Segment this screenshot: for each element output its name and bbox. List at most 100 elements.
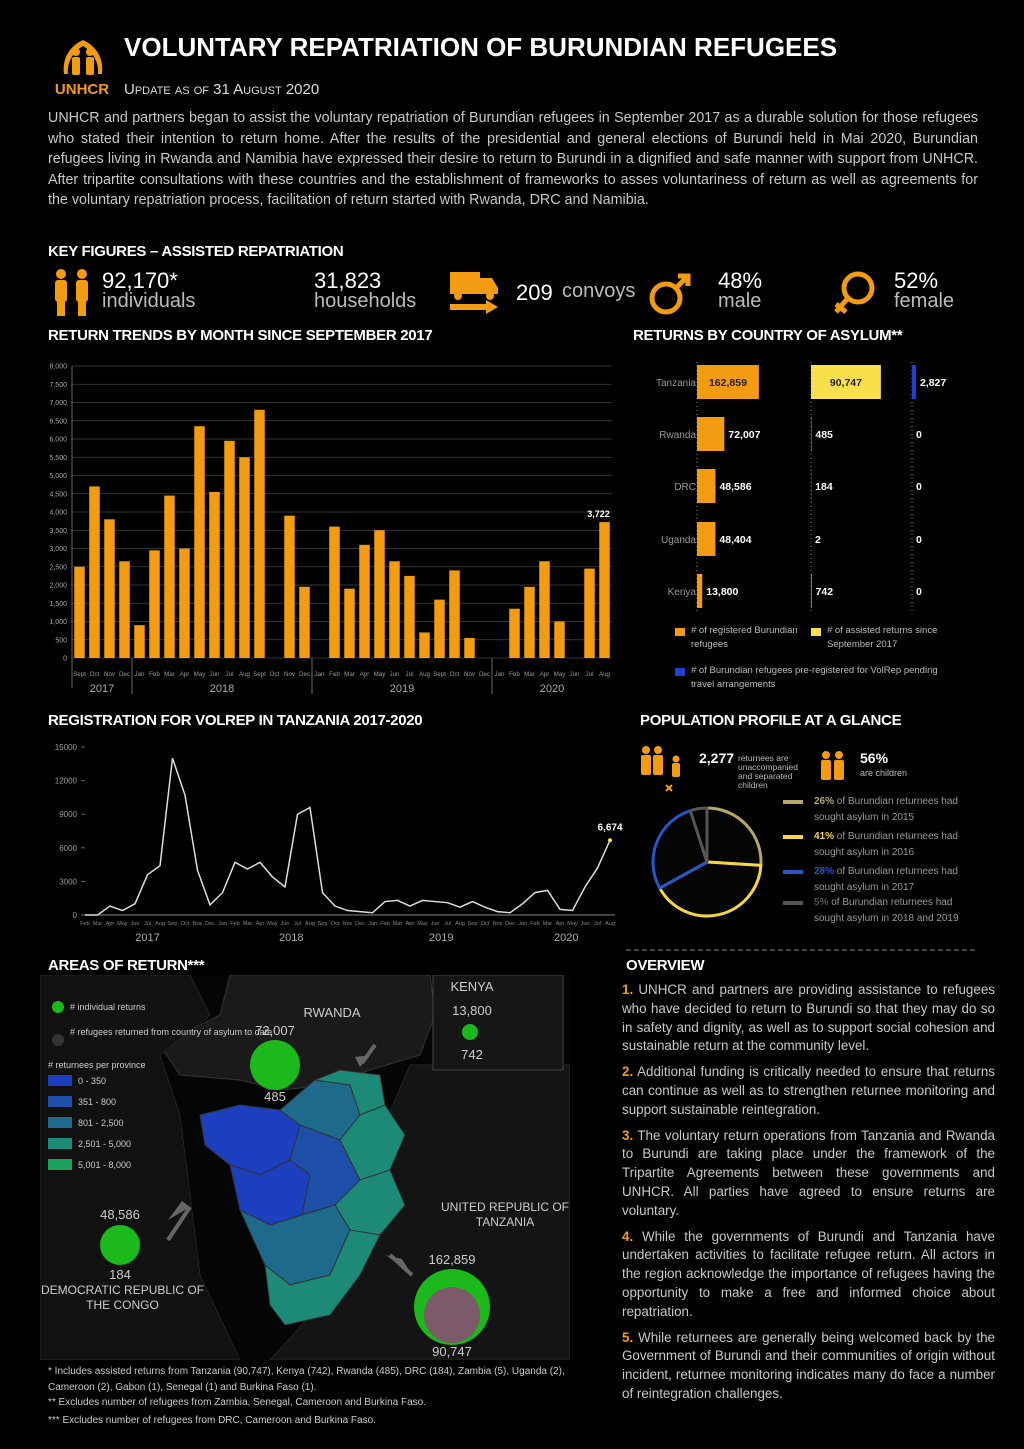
intro: UNHCR and partners began to assist the v… bbox=[48, 110, 978, 209]
bar bbox=[209, 491, 220, 658]
bar bbox=[74, 566, 85, 658]
data-label: 485 bbox=[815, 429, 833, 441]
map-value: 13,800 bbox=[452, 1003, 492, 1018]
children-text: returnees are unaccompanied and separate… bbox=[738, 753, 799, 790]
x-tick-label: Nov bbox=[193, 921, 203, 927]
bar bbox=[149, 550, 160, 658]
x-tick-label: Oct bbox=[181, 921, 190, 927]
x-tick-label: Feb bbox=[380, 921, 389, 927]
x-tick-label: Oct bbox=[90, 671, 100, 678]
unhcr-logo: UNHCR bbox=[55, 40, 109, 98]
section-title: AREAS OF RETURN*** bbox=[48, 957, 205, 974]
y-tick-label: 6,500 bbox=[49, 418, 67, 425]
data-label: 13,800 bbox=[706, 586, 738, 598]
bar bbox=[344, 588, 355, 658]
section-title: RETURNS BY COUNTRY OF ASYLUM** bbox=[633, 327, 903, 344]
bar bbox=[89, 486, 100, 658]
x-tick-label: Dec bbox=[205, 921, 215, 927]
x-tick-label: Oct bbox=[270, 671, 280, 678]
bar bbox=[389, 561, 400, 658]
map-legend: # refugees returned from country of asyl… bbox=[70, 1027, 272, 1037]
map-range: 351 - 800 bbox=[78, 1097, 116, 1107]
bar bbox=[329, 526, 340, 658]
overview-text: While returnees are generally being welc… bbox=[622, 1329, 995, 1401]
map-value: 485 bbox=[264, 1089, 286, 1104]
x-tick-label: Jun bbox=[281, 921, 290, 927]
legend-swatch bbox=[675, 628, 685, 636]
pie-slice bbox=[688, 806, 709, 864]
x-tick-label: Apr bbox=[180, 671, 190, 678]
legend-box: # of registered Burundian refugees bbox=[691, 625, 798, 650]
key-value: 209 bbox=[516, 280, 553, 305]
y-tick-label: 2,500 bbox=[49, 564, 67, 571]
x-tick-label: Sep bbox=[318, 921, 328, 927]
overview-item: 4. While the governments of Burundi and … bbox=[622, 1228, 995, 1322]
bar bbox=[697, 417, 725, 451]
x-tick-label: Oct bbox=[331, 921, 340, 927]
overview-number: 1. bbox=[622, 982, 634, 997]
x-tick-label: Jun bbox=[570, 671, 581, 678]
y-tick-label: 9000 bbox=[59, 810, 77, 819]
y-tick-label: 3,500 bbox=[49, 528, 67, 535]
bar bbox=[134, 625, 145, 658]
bar bbox=[419, 632, 430, 658]
y-tick-label: 500 bbox=[55, 637, 67, 644]
share-text: are children bbox=[860, 768, 908, 778]
key-value: 48% bbox=[718, 268, 763, 293]
legend-value: 5% bbox=[814, 897, 829, 908]
legend-box: # of assisted returns since September 20… bbox=[827, 625, 938, 650]
x-tick-label: Mar bbox=[344, 671, 355, 678]
map-range: 801 - 2,500 bbox=[78, 1118, 124, 1128]
x-tick-label: Mar bbox=[93, 921, 103, 927]
x-tick-label: Dec bbox=[479, 671, 490, 678]
overview-item: 3. The voluntary return operations from … bbox=[622, 1127, 995, 1221]
bar bbox=[179, 548, 190, 658]
x-tick-label: Apr bbox=[360, 671, 370, 678]
title: VOLUNTARY REPATRIATION OF BURUNDIAN REFU… bbox=[124, 32, 838, 62]
key-label: male bbox=[718, 290, 762, 312]
section-title: POPULATION PROFILE AT A GLANCE bbox=[640, 712, 902, 729]
x-tick-label: Nov bbox=[104, 671, 116, 678]
legend-box: 28% of Burundian returnees had sought as… bbox=[814, 866, 958, 893]
x-tick-label: Nov bbox=[284, 671, 296, 678]
x-tick-label: Jul bbox=[294, 921, 301, 927]
overview-item: 5. While returnees are generally being w… bbox=[622, 1329, 995, 1404]
x-tick-label: Jun bbox=[581, 921, 590, 927]
x-tick-label: Jul bbox=[144, 921, 151, 927]
bar bbox=[284, 515, 295, 658]
data-label: 6,674 bbox=[597, 822, 622, 833]
x-tick-label: Apr bbox=[256, 921, 265, 927]
x-tick-label: Jan bbox=[135, 671, 146, 678]
y-tick-label: 5,500 bbox=[49, 455, 67, 462]
bar bbox=[194, 426, 205, 658]
legend-box: 41% of Burundian returnees had sought as… bbox=[814, 831, 958, 858]
x-tick-label: Feb bbox=[329, 671, 340, 678]
x-tick-label: Apr bbox=[540, 671, 550, 678]
key-figure-icons bbox=[55, 269, 875, 316]
key-label: female bbox=[894, 290, 955, 312]
bar bbox=[164, 495, 175, 658]
map-value: 90,747 bbox=[432, 1344, 472, 1359]
x-tick-label: Dec bbox=[505, 921, 515, 927]
year-label: 2019 bbox=[429, 932, 453, 944]
legend-value: 28% bbox=[814, 866, 835, 877]
x-tick-label: Sep bbox=[468, 921, 478, 927]
x-tick-label: Dec bbox=[355, 921, 365, 927]
footnote: *** Excludes number of refugees from DRC… bbox=[48, 1415, 376, 1426]
y-tick-label: 1,500 bbox=[49, 601, 67, 608]
section-title: OVERVIEW bbox=[626, 957, 705, 974]
y-tick-label: 0 bbox=[63, 656, 67, 663]
section-title: RETURN TRENDS BY MONTH SINCE SEPTEMBER 2… bbox=[48, 327, 433, 344]
x-tick-label: Jul bbox=[444, 921, 451, 927]
y-tick-label: 2,000 bbox=[49, 583, 67, 590]
x-tick-label: Oct bbox=[450, 671, 460, 678]
legend-entry: # of assisted returns since September 20… bbox=[827, 625, 938, 650]
legend-box: # of Burundian refugees pre-registered f… bbox=[691, 665, 938, 690]
legend-entry: # of Burundian refugees pre-registered f… bbox=[691, 665, 938, 690]
bar bbox=[374, 530, 385, 658]
overview-item: 1. UNHCR and partners are providing assi… bbox=[622, 981, 995, 1056]
y-tick-label: 0 bbox=[73, 911, 78, 920]
bar bbox=[811, 574, 812, 608]
year-label: 2020 bbox=[540, 683, 564, 695]
bar bbox=[912, 365, 916, 399]
